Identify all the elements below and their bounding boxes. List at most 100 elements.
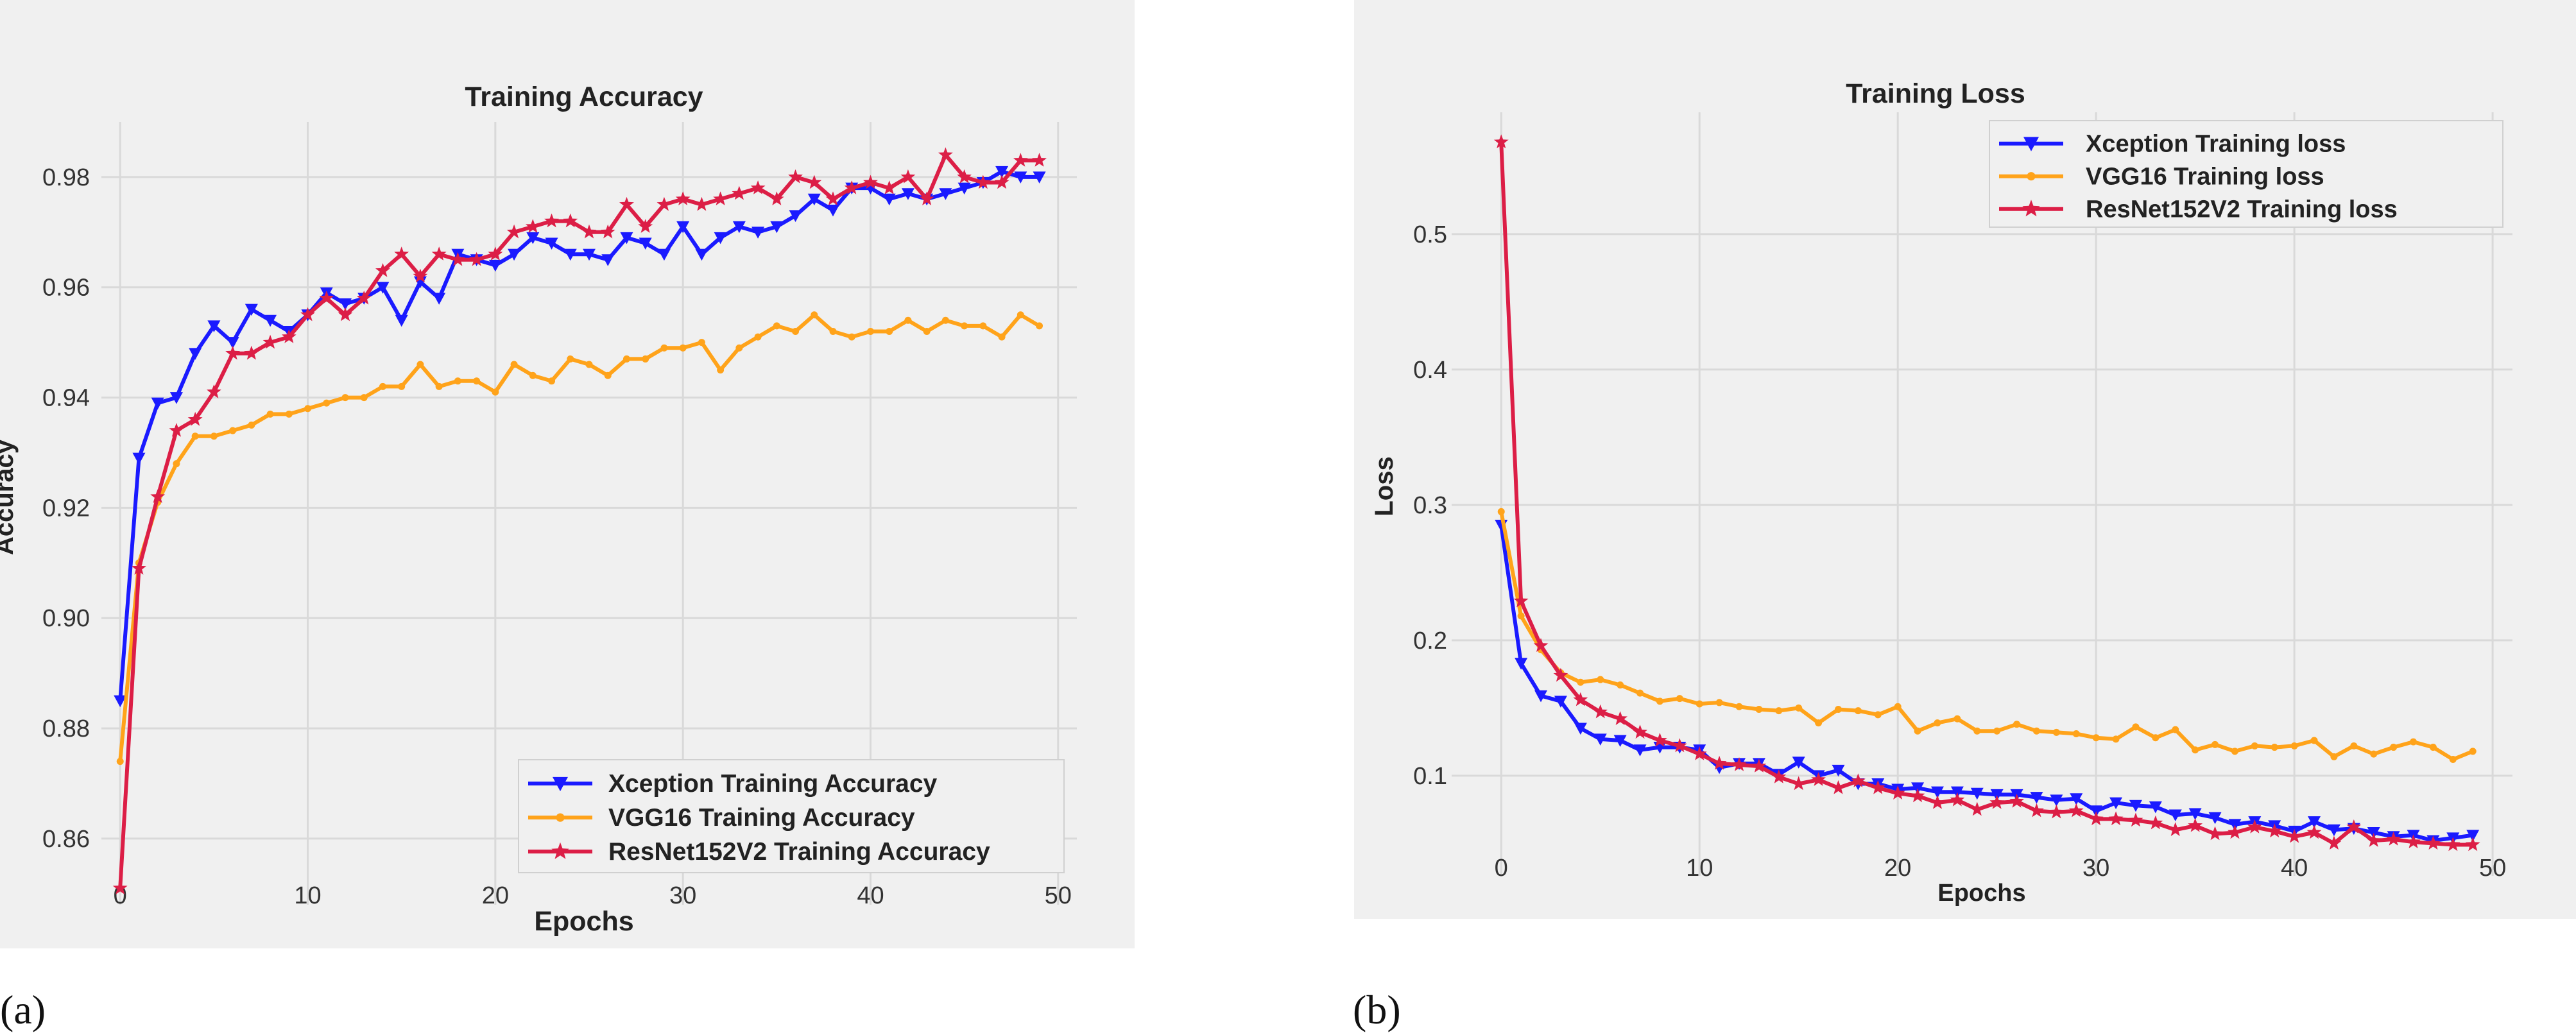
xception-training-accuracy-point (207, 320, 221, 332)
loss-y-tick-label: 0.5 (1413, 221, 1447, 248)
resnet152v2-training-loss-point (1493, 134, 1509, 149)
xception-training-accuracy-legend-marker (553, 776, 568, 792)
vgg16-training-loss-point (2251, 742, 2258, 749)
vgg16-training-loss-point (2370, 750, 2378, 758)
accuracy-x-tick-label: 20 (482, 882, 509, 909)
accuracy-x-tick-label: 10 (294, 882, 321, 909)
resnet152v2-training-loss-point (1751, 758, 1767, 773)
vgg16-training-accuracy-point (416, 361, 424, 368)
xception-training-accuracy-point (714, 232, 727, 244)
xception-training-accuracy-point (807, 193, 821, 206)
xception-training-loss-point (1515, 658, 1528, 670)
resnet152v2-training-loss-point (2465, 837, 2480, 851)
accuracy-x-tick-label: 40 (857, 882, 884, 909)
accuracy-y-tick-label: 0.86 (42, 826, 90, 853)
resnet152v2-training-accuracy-point (563, 213, 578, 228)
vgg16-training-loss-legend-marker (2027, 172, 2036, 181)
xception-training-accuracy-point (563, 248, 577, 261)
resnet152v2-training-accuracy-legend-marker (551, 842, 569, 859)
vgg16-training-accuracy-point (398, 382, 406, 390)
accuracy-legend: Xception Training Accuracy VGG16 Training… (518, 759, 1065, 873)
resnet152v2-training-accuracy-point (1013, 153, 1028, 167)
resnet152v2-training-loss-point (2445, 837, 2460, 851)
vgg16-training-loss-point (1815, 719, 1823, 727)
xception-training-loss-point (2466, 830, 2480, 842)
vgg16-training-loss-point (2211, 740, 2219, 748)
loss-y-tick-label: 0.3 (1413, 492, 1447, 519)
resnet152v2-training-accuracy-point (150, 489, 166, 503)
resnet152v2-training-accuracy-point (451, 252, 465, 266)
resnet152v2-training-accuracy-point (900, 169, 916, 184)
xception-training-accuracy-point (264, 314, 277, 327)
xception-training-accuracy-point (395, 314, 408, 327)
xception-training-accuracy-point (620, 232, 633, 244)
loss-y-axis-label: Loss (1370, 456, 1398, 516)
vgg16-training-accuracy-point (1036, 322, 1043, 330)
vgg16-training-loss-point (1597, 676, 1604, 683)
resnet152v2-training-accuracy-point (863, 175, 878, 189)
resnet152v2-training-loss-legend-label: ResNet152V2 Training loss (2086, 196, 2398, 223)
resnet152v2-training-loss-point (1950, 792, 1965, 807)
resnet152v2-training-loss-point (1653, 733, 1667, 747)
resnet152v2-training-accuracy-point (319, 290, 334, 305)
resnet152v2-training-loss-point (1672, 738, 1687, 753)
vgg16-training-accuracy-point (266, 410, 274, 418)
resnet152v2-training-loss-point (2326, 835, 2342, 850)
resnet152v2-training-accuracy-point (544, 213, 559, 228)
loss-x-tick-label: 20 (1884, 855, 1911, 882)
xception-training-loss-point (2149, 801, 2162, 814)
accuracy-x-tick-label: 50 (1045, 882, 1072, 909)
vgg16-training-accuracy-point (567, 355, 574, 363)
xception-training-loss-point (1633, 744, 1647, 757)
vgg16-training-accuracy-point (248, 422, 255, 429)
resnet152v2-training-loss-point (1910, 788, 1925, 803)
vgg16-training-loss-point (1497, 508, 1505, 515)
vgg16-training-accuracy-point (642, 355, 649, 363)
vgg16-training-loss-point (2013, 721, 2021, 728)
vgg16-training-accuracy-point (210, 432, 218, 440)
vgg16-training-accuracy-point (473, 377, 481, 385)
accuracy-legend-box (518, 759, 1065, 873)
vgg16-training-loss-point (2330, 753, 2338, 760)
vgg16-training-loss-point (2449, 756, 2457, 764)
xception-training-accuracy-point (545, 237, 558, 250)
xception-training-loss-point (1990, 789, 2004, 801)
vgg16-training-loss-point (2072, 730, 2080, 737)
vgg16-training-accuracy-point (904, 316, 912, 324)
xception-training-loss-point (2090, 805, 2103, 817)
vgg16-training-accuracy-point (792, 327, 800, 335)
resnet152v2-training-accuracy-point (713, 191, 728, 205)
resnet152v2-training-accuracy-point (375, 263, 390, 277)
vgg16-training-accuracy-point (754, 333, 762, 341)
vgg16-training-loss-point (1993, 727, 2001, 735)
vgg16-training-loss-point (2410, 738, 2417, 746)
xception-training-loss-point (2308, 816, 2321, 828)
vgg16-training-accuracy-point (866, 327, 874, 335)
xception-training-accuracy-point (770, 221, 784, 234)
accuracy-chart-title: Training Accuracy (465, 81, 703, 112)
resnet152v2-training-loss-point (1831, 780, 1846, 794)
resnet152v2-training-accuracy-point (675, 191, 691, 205)
xception-training-accuracy-point (676, 221, 690, 234)
resnet152v2-training-accuracy-point (844, 180, 859, 194)
vgg16-training-accuracy-point (848, 333, 855, 341)
vgg16-training-accuracy-point (285, 410, 293, 418)
resnet152v2-training-accuracy-point (169, 423, 184, 437)
accuracy-x-tick-label: 0 (114, 882, 127, 909)
resnet152v2-training-loss-point (1513, 593, 1529, 608)
xception-training-accuracy-point (583, 248, 596, 261)
resnet152v2-training-loss-point (1712, 755, 1727, 770)
xception-training-accuracy-point (189, 348, 202, 360)
loss-y-tick-label: 0.1 (1413, 763, 1447, 790)
xception-training-loss-point (1792, 757, 1805, 769)
accuracy-x-axis-label: Epochs (534, 906, 633, 937)
resnet152v2-training-accuracy-point (975, 175, 991, 189)
vgg16-training-loss-point (1795, 704, 1803, 712)
resnet152v2-training-accuracy-point (469, 252, 484, 266)
accuracy-x-tick-label: 30 (669, 882, 696, 909)
xception-training-accuracy-point (226, 337, 239, 349)
vgg16-training-accuracy-legend-label: VGG16 Training Accuracy (608, 804, 915, 832)
resnet152v2-training-accuracy-point (732, 185, 747, 200)
vgg16-training-accuracy-point (510, 361, 518, 368)
resnet152v2-training-loss-point (2247, 819, 2262, 834)
